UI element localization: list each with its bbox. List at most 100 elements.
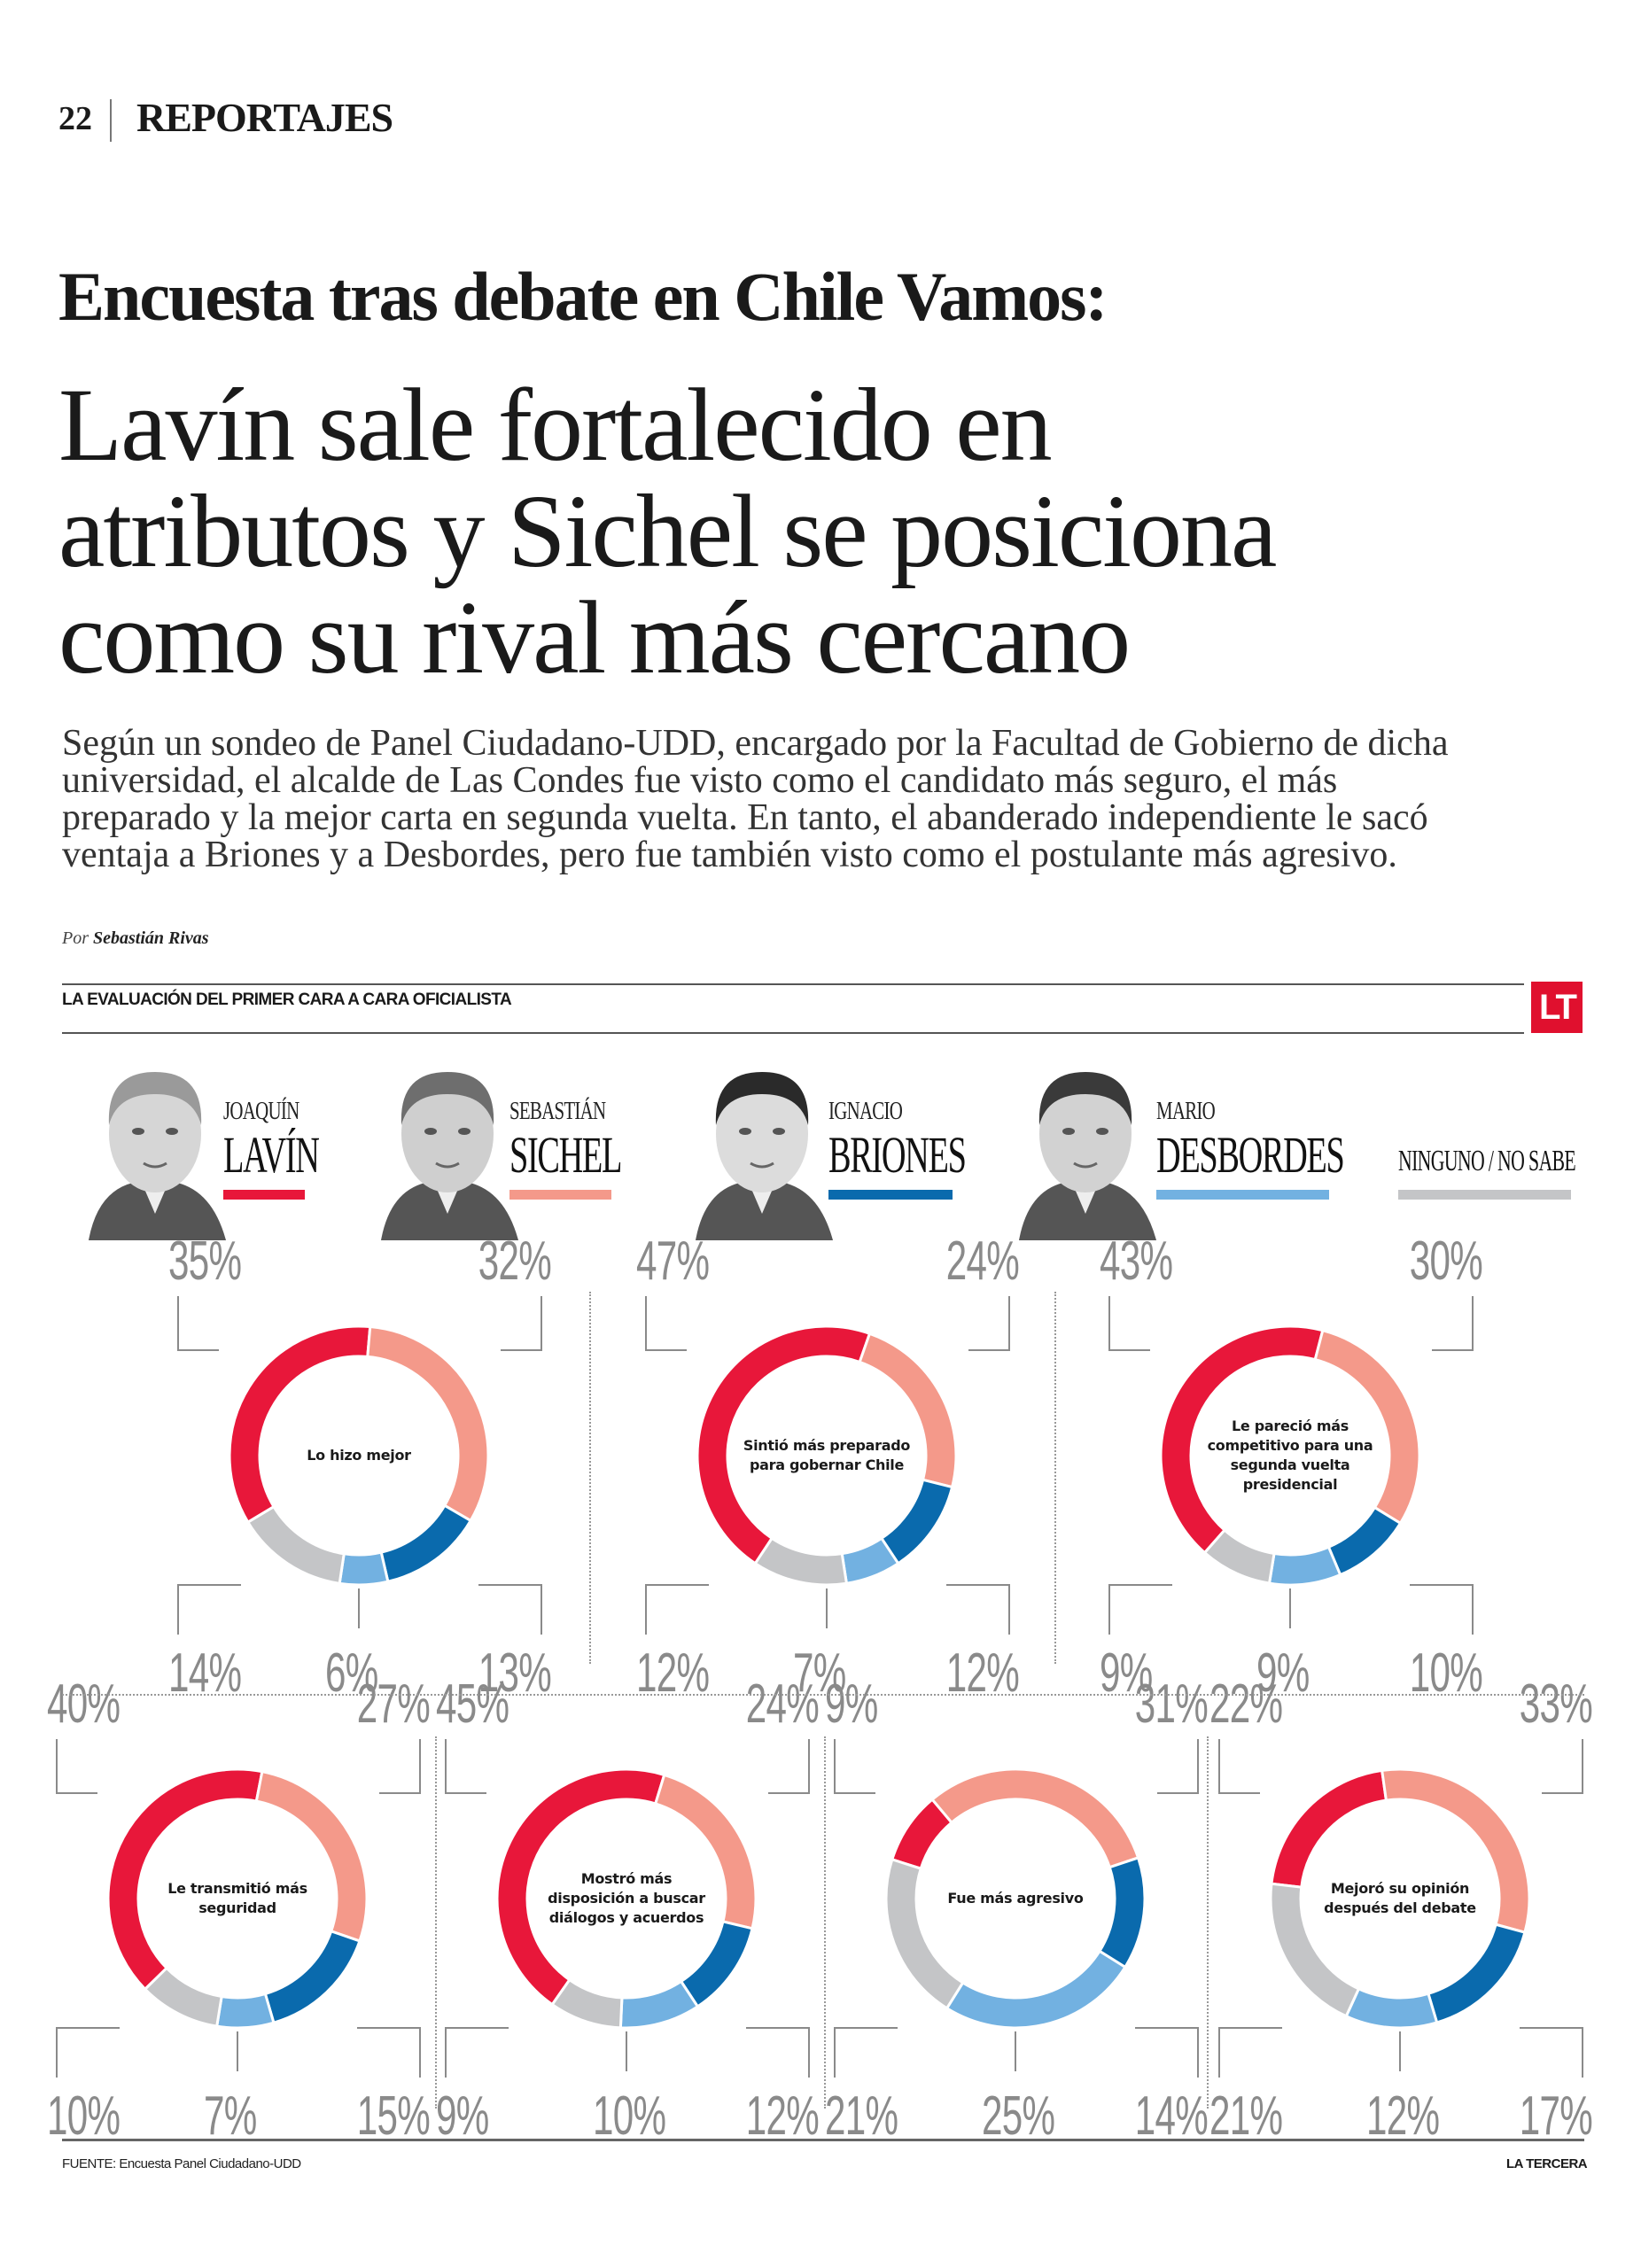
pct-label-briones: 17% <box>1519 2085 1593 2147</box>
donut-segment-mario-desbordes <box>214 1992 276 2030</box>
label-line: Lo hizo mejor <box>307 1447 411 1464</box>
pct-label-desbordes: 9% <box>1256 1643 1310 1704</box>
label-leader-line <box>645 1584 709 1635</box>
label-leader-line <box>501 1296 542 1351</box>
label-line: Le pareció más <box>1232 1418 1349 1434</box>
chart-divider <box>1207 1736 1209 2109</box>
label-leader-line <box>1135 2027 1199 2078</box>
pct-label-desbordes: 6% <box>325 1643 378 1704</box>
pct-label-ninguno: 21% <box>1209 2085 1283 2147</box>
headline-line: atributos y Sichel se posiciona <box>58 473 1277 589</box>
label-leader-line <box>746 2027 810 2078</box>
label-leader-line <box>946 1584 1010 1635</box>
donut-segment-ignacio-briones <box>1326 1505 1403 1577</box>
label-leader-line <box>1015 2031 1016 2071</box>
byline-prefix: Por <box>62 928 89 948</box>
label-leader-line <box>358 1588 360 1628</box>
page-number: 22 <box>58 100 92 137</box>
pct-label-sichel: 31% <box>1134 1674 1209 1735</box>
graphic-title: LA EVALUACIÓN DEL PRIMER CARA A CARA OFI… <box>62 990 512 1009</box>
label-leader-line <box>1520 2027 1583 2078</box>
label-line: presidencial <box>1242 1476 1338 1493</box>
pct-label-briones: 10% <box>1409 1643 1483 1704</box>
donut-segment-mario-desbordes <box>945 1949 1127 2030</box>
deck-line: universidad, el alcalde de Las Condes fu… <box>62 760 1338 801</box>
donut-segment-ignacio-briones <box>1097 1856 1147 1969</box>
pct-label-lavin: 35% <box>168 1231 242 1292</box>
donut-segment-mario-desbordes <box>338 1550 390 1587</box>
candidate-first-name: IGNACIO <box>828 1097 903 1125</box>
candidate-portrait <box>1019 1072 1156 1240</box>
label-leader-line <box>768 1739 810 1794</box>
label-leader-line <box>1542 1739 1583 1794</box>
pct-label-ninguno: 10% <box>47 2085 121 2147</box>
candidate-first-name: SEBASTIÁN <box>509 1097 606 1125</box>
donut-center-label: Le pareció más competitivo para una segund… <box>1193 1417 1388 1495</box>
donut-segment-ninguno-no-sabe <box>550 1977 624 2030</box>
pct-label-briones: 12% <box>745 2085 820 2147</box>
donut-segment-ninguno-no-sabe <box>1269 1882 1361 2018</box>
donut-segment-mario-desbordes <box>1267 1545 1342 1587</box>
candidate-color-swatch <box>1156 1190 1329 1200</box>
label-leader-line <box>968 1296 1010 1351</box>
label-leader-line <box>445 1739 486 1794</box>
candidate-last-name: SICHEL <box>509 1126 622 1184</box>
headline: Lavín sale fortalecido en atributos y Si… <box>58 372 1636 691</box>
label-leader-line <box>177 1296 219 1351</box>
pct-label-desbordes: 7% <box>793 1643 846 1704</box>
donut-segment-joaqu-n-lav-n <box>696 1324 872 1565</box>
deck: Según un sondeo de Panel Ciudadano-UDD, … <box>62 725 1568 874</box>
graphic-title-rule <box>62 1032 1524 1034</box>
footer-rule <box>62 2139 1584 2141</box>
pct-label-sichel: 27% <box>356 1674 431 1735</box>
pct-label-briones: 15% <box>356 2085 431 2147</box>
donut-segment-ninguno-no-sabe <box>1202 1527 1276 1585</box>
donut-segment-ignacio-briones <box>263 1929 362 2025</box>
candidate-color-swatch <box>1398 1190 1571 1200</box>
pct-label-lavin: 47% <box>636 1231 710 1292</box>
donut-center-label: Le transmitió más seguridad <box>140 1879 335 1918</box>
donut-center-label: Sintió más preparado para gobernar Chile <box>729 1436 924 1475</box>
label-line: Sintió más preparado <box>743 1437 911 1454</box>
pct-label-desbordes: 25% <box>982 2085 1055 2147</box>
pct-label-ninguno: 9% <box>436 2085 489 2147</box>
pct-label-desbordes: 10% <box>593 2085 666 2147</box>
label-leader-line <box>645 1296 687 1351</box>
candidate-first-name: JOAQUÍN <box>223 1097 299 1125</box>
label-line: para gobernar Chile <box>749 1456 905 1473</box>
candidate-color-swatch <box>509 1190 611 1200</box>
graphic-top-rule <box>62 983 1524 985</box>
donut-center-label: Mejoró su opinión después del debate <box>1303 1879 1497 1918</box>
pct-label-desbordes: 12% <box>1366 2085 1440 2147</box>
label-line: diálogos y acuerdos <box>548 1909 704 1926</box>
pct-label-ninguno: 14% <box>168 1643 242 1704</box>
byline-author: Sebastián Rivas <box>93 928 209 948</box>
deck-line: preparado y la mejor carta en segunda vu… <box>62 797 1428 838</box>
label-line: competitivo para una <box>1207 1437 1373 1454</box>
pct-label-sichel: 32% <box>478 1231 552 1292</box>
donut-segment-ninguno-no-sabe <box>143 1966 223 2028</box>
pct-label-sichel: 33% <box>1519 1674 1593 1735</box>
donut-segment-sebasti-n-sichel <box>930 1767 1140 1869</box>
header-separator <box>110 99 112 142</box>
donut-segment-ignacio-briones <box>1427 1922 1527 2024</box>
candidate-first-name: MARIO <box>1156 1097 1216 1125</box>
candidate-last-name: DESBORDES <box>1156 1126 1345 1184</box>
label-leader-line <box>626 2031 627 2071</box>
candidate-color-swatch <box>223 1190 305 1200</box>
pct-label-briones: 14% <box>1134 2085 1209 2147</box>
headline-line: como su rival más cercano <box>58 579 1131 695</box>
label-leader-line <box>237 2031 238 2071</box>
donut-segment-joaqu-n-lav-n <box>1270 1768 1388 1889</box>
deck-line: Según un sondeo de Panel Ciudadano-UDD, … <box>62 723 1449 764</box>
candidate-portrait <box>696 1072 833 1240</box>
label-leader-line <box>56 2027 120 2078</box>
label-leader-line <box>826 1588 828 1628</box>
chart-divider <box>435 1736 437 2109</box>
pct-label-briones: 12% <box>945 1643 1020 1704</box>
label-leader-line <box>379 1739 421 1794</box>
candidate-last-name: BRIONES <box>828 1126 967 1184</box>
candidate-last-name: LAVÍN <box>223 1126 320 1184</box>
donut-segment-mario-desbordes <box>618 1979 700 2030</box>
